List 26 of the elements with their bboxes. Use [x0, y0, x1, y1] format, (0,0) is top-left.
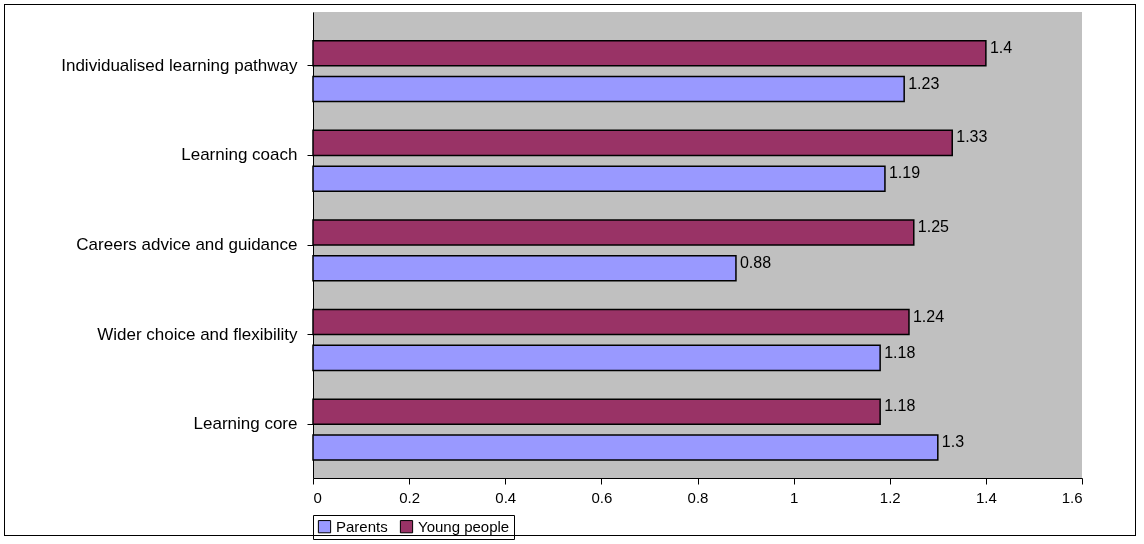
y-tick-label: Wider choice and flexibility [97, 324, 298, 344]
y-tick-label: Careers advice and guidance [76, 235, 298, 254]
x-tick-label: 1 [789, 488, 799, 506]
data-label: 1.19 [888, 164, 921, 182]
x-tick-label: 1.4 [975, 488, 997, 506]
data-label: 1.25 [917, 218, 950, 236]
legend-label: Young people [418, 517, 510, 535]
x-tick-label: 1.2 [879, 488, 901, 506]
y-tick-label: Individualised learning pathway [61, 55, 298, 75]
legend-label: Parents [336, 517, 388, 535]
data-label: 1.23 [908, 74, 940, 92]
data-label: 1.3 [941, 433, 965, 451]
x-tick-label: 0 [313, 488, 322, 506]
y-tick-label: Learning core [193, 414, 298, 434]
data-label: 1.33 [956, 128, 988, 146]
data-label: 1.18 [884, 343, 916, 361]
data-label: 0.88 [739, 253, 772, 271]
x-tick-label: 0.2 [399, 488, 421, 506]
y-tick-label: Learning coach [181, 145, 298, 165]
x-tick-label: 0.8 [687, 488, 709, 506]
x-tick-label: 0.6 [591, 488, 613, 506]
data-label: 1.18 [884, 397, 916, 415]
data-label: 1.4 [989, 38, 1013, 56]
data-label: 1.24 [912, 307, 945, 325]
x-tick-label: 1.6 [1061, 488, 1083, 506]
x-tick-label: 0.4 [495, 488, 517, 506]
